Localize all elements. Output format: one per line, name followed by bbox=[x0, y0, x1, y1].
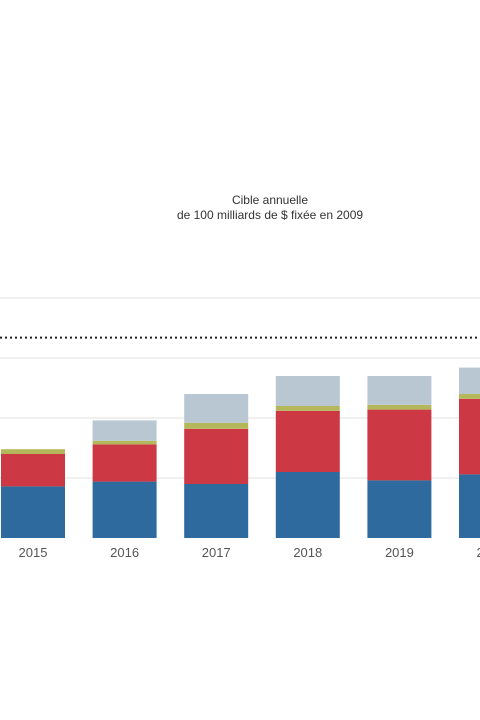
bar-segment-2018-s3 bbox=[275, 406, 340, 411]
bar-segment-2015-s2 bbox=[1, 454, 65, 487]
bar-segment-2019-s3 bbox=[367, 404, 432, 410]
bar-segment-2017-s3 bbox=[184, 422, 249, 429]
bar-segment-2020-s3 bbox=[459, 394, 480, 399]
x-tick-labels: 2015 2016 2017 2018 2019 2020 bbox=[19, 545, 480, 560]
bar-segment-2020-s4 bbox=[459, 367, 480, 394]
bar-segment-2018-s4 bbox=[275, 376, 340, 406]
bar-segment-2018-s2 bbox=[275, 410, 340, 472]
bar-segment-2018-s1 bbox=[275, 472, 340, 538]
bar-segment-2015-s3 bbox=[1, 449, 65, 454]
target-annotation-line2: de 100 milliards de $ fixée en 2009 bbox=[176, 208, 364, 222]
bar-segment-2016-s4 bbox=[92, 420, 157, 441]
bar-segment-2017-s4 bbox=[184, 394, 249, 423]
target-annotation: Cible annuelle de 100 milliards de $ fix… bbox=[100, 193, 440, 223]
bar-segment-2016-s2 bbox=[92, 444, 157, 482]
bar-segment-2017-s2 bbox=[184, 428, 249, 484]
bar-segment-2017-s1 bbox=[184, 484, 249, 538]
target-annotation-line1: Cible annuelle bbox=[231, 193, 309, 207]
bar-segment-2019-s2 bbox=[367, 409, 432, 481]
bar-segment-2016-s3 bbox=[92, 440, 157, 445]
bar-segment-2016-s1 bbox=[92, 481, 157, 538]
bar-segment-2015-s1 bbox=[1, 486, 65, 538]
bar-segment-2019-s1 bbox=[367, 480, 432, 538]
x-tick-label-2019: 2019 bbox=[385, 545, 414, 560]
x-tick-label-2018: 2018 bbox=[293, 545, 322, 560]
x-tick-label-2017: 2017 bbox=[202, 545, 231, 560]
bar-segment-2020-s1 bbox=[459, 474, 480, 538]
bar-stacks bbox=[1, 367, 480, 538]
x-tick-label-2020: 2020 bbox=[477, 545, 480, 560]
bar-segment-2019-s4 bbox=[367, 376, 432, 405]
bar-segment-2020-s2 bbox=[459, 398, 480, 475]
x-tick-label-2016: 2016 bbox=[110, 545, 139, 560]
x-tick-label-2015: 2015 bbox=[19, 545, 48, 560]
